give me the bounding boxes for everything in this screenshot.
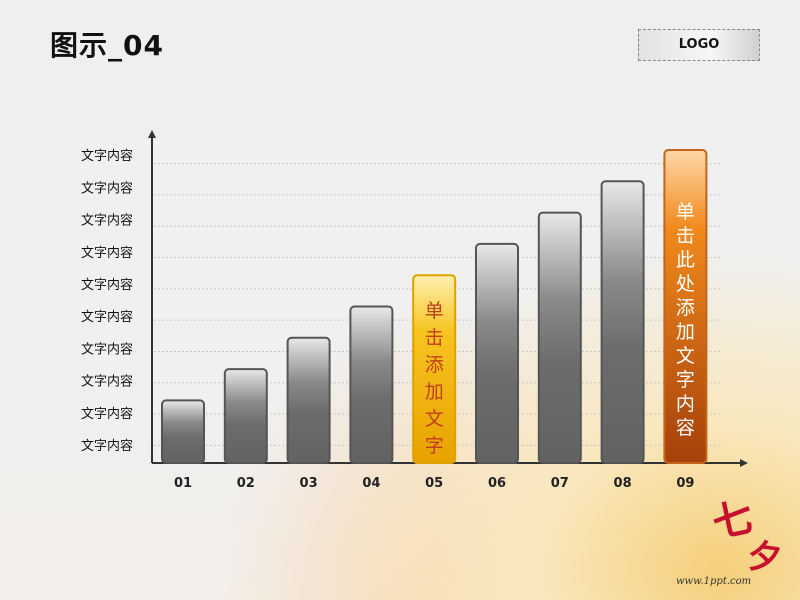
y-tick-label: 文字内容: [81, 213, 133, 229]
y-tick-label: 文字内容: [81, 180, 133, 196]
bar-09: [663, 149, 708, 464]
annotation-char: 单: [676, 201, 695, 223]
annotation-char: 此: [676, 249, 695, 271]
x-tick-label: 02: [237, 476, 255, 491]
annotation-char: 字: [425, 435, 444, 457]
bar-03: [286, 336, 331, 464]
site-url: www.1ppt.com: [676, 576, 752, 587]
annotation-char: 加: [676, 321, 695, 343]
bar-01: [161, 399, 205, 464]
annotation-char: 加: [425, 381, 444, 403]
bar-05: [412, 274, 457, 465]
y-tick-label: 文字内容: [81, 277, 133, 293]
logo-placeholder[interactable]: LOGO: [638, 29, 760, 61]
x-tick-label: 07: [551, 476, 569, 491]
y-tick-label: 文字内容: [81, 438, 133, 454]
x-tick-label: 04: [362, 476, 380, 491]
annotation-char: 文: [425, 408, 444, 430]
annotation-char: 字: [676, 369, 695, 391]
annotation-char: 处: [676, 273, 695, 295]
annotation-char: 击: [676, 225, 695, 247]
x-tick-label: 08: [614, 476, 632, 491]
y-tick-label: 文字内容: [81, 341, 133, 357]
bar-06: [475, 242, 519, 464]
page-title: 图示_04: [50, 29, 164, 62]
x-tick-label: 09: [676, 476, 694, 491]
annotation-char: 内: [676, 393, 695, 415]
bar-07: [537, 211, 582, 464]
annotation-char: 添: [425, 354, 444, 376]
annotation-char: 单: [425, 300, 444, 322]
y-axis-arrow: [148, 130, 156, 138]
x-tick-label: 05: [425, 476, 443, 491]
y-tick-label: 文字内容: [81, 309, 133, 325]
annotation-char: 添: [676, 297, 695, 319]
bar-08: [600, 180, 645, 465]
decorative-calligraphy-2: 夕: [744, 535, 785, 581]
y-tick-label: 文字内容: [81, 148, 133, 164]
x-tick-label: 03: [300, 476, 318, 491]
annotation-char: 文: [676, 345, 695, 367]
y-tick-label: 文字内容: [81, 406, 133, 422]
x-tick-label: 06: [488, 476, 506, 491]
annotation-char: 容: [676, 417, 695, 439]
x-axis-arrow: [740, 459, 748, 467]
y-tick-label: 文字内容: [81, 245, 133, 261]
bar-02: [223, 368, 268, 465]
x-tick-label: 01: [174, 476, 192, 491]
bar-04: [349, 305, 394, 464]
y-tick-label: 文字内容: [81, 374, 133, 390]
annotation-char: 击: [425, 327, 444, 349]
